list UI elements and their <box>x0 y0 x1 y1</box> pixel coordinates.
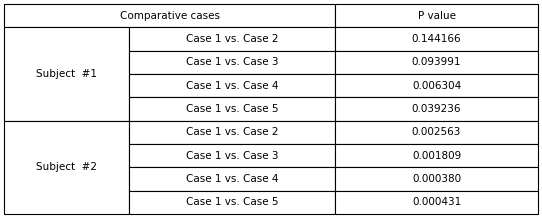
Bar <box>130 74 335 97</box>
Text: 0.000380: 0.000380 <box>412 174 461 184</box>
Bar <box>335 121 538 144</box>
Text: 0.000431: 0.000431 <box>412 197 461 207</box>
Text: Case 1 vs. Case 4: Case 1 vs. Case 4 <box>186 174 279 184</box>
Bar <box>335 191 538 214</box>
Bar <box>4 4 335 27</box>
Bar <box>335 167 538 191</box>
Text: Subject  #1: Subject #1 <box>36 69 97 79</box>
Bar <box>335 74 538 97</box>
Bar <box>130 144 335 167</box>
Text: Case 1 vs. Case 5: Case 1 vs. Case 5 <box>186 104 279 114</box>
Text: 0.093991: 0.093991 <box>412 57 461 67</box>
Text: Case 1 vs. Case 2: Case 1 vs. Case 2 <box>186 34 279 44</box>
Bar <box>4 27 130 121</box>
Bar <box>335 27 538 51</box>
Bar <box>335 144 538 167</box>
Text: 0.002563: 0.002563 <box>412 127 461 137</box>
Text: 0.001809: 0.001809 <box>412 151 461 161</box>
Bar <box>335 97 538 121</box>
Bar <box>4 121 130 214</box>
Text: Comparative cases: Comparative cases <box>120 11 220 21</box>
Bar <box>130 121 335 144</box>
Text: Subject  #2: Subject #2 <box>36 162 97 172</box>
Text: 0.144166: 0.144166 <box>412 34 461 44</box>
Text: Case 1 vs. Case 3: Case 1 vs. Case 3 <box>186 57 279 67</box>
Bar <box>130 51 335 74</box>
Bar <box>130 97 335 121</box>
Bar <box>335 51 538 74</box>
Bar <box>130 27 335 51</box>
Text: Case 1 vs. Case 5: Case 1 vs. Case 5 <box>186 197 279 207</box>
Bar <box>130 167 335 191</box>
Text: Case 1 vs. Case 2: Case 1 vs. Case 2 <box>186 127 279 137</box>
Text: 0.039236: 0.039236 <box>412 104 461 114</box>
Bar <box>130 191 335 214</box>
Text: P value: P value <box>417 11 455 21</box>
Text: Case 1 vs. Case 4: Case 1 vs. Case 4 <box>186 81 279 91</box>
Text: 0.006304: 0.006304 <box>412 81 461 91</box>
Text: Case 1 vs. Case 3: Case 1 vs. Case 3 <box>186 151 279 161</box>
Bar <box>335 4 538 27</box>
